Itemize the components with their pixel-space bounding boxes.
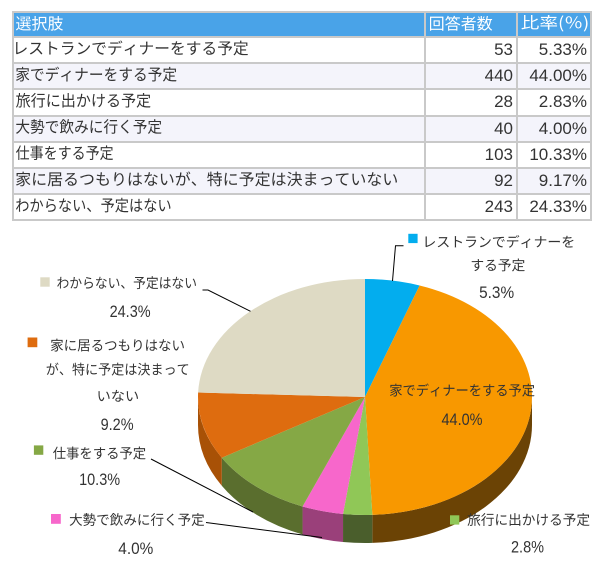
svg-text:4.0%: 4.0% — [118, 539, 153, 558]
svg-text:9.2%: 9.2% — [101, 415, 134, 434]
svg-text:10.3%: 10.3% — [79, 470, 120, 489]
svg-text:44.0%: 44.0% — [442, 410, 483, 429]
svg-text:24.3%: 24.3% — [110, 302, 151, 321]
svg-text:5.3%: 5.3% — [479, 283, 514, 302]
svg-text:2.8%: 2.8% — [511, 538, 544, 557]
